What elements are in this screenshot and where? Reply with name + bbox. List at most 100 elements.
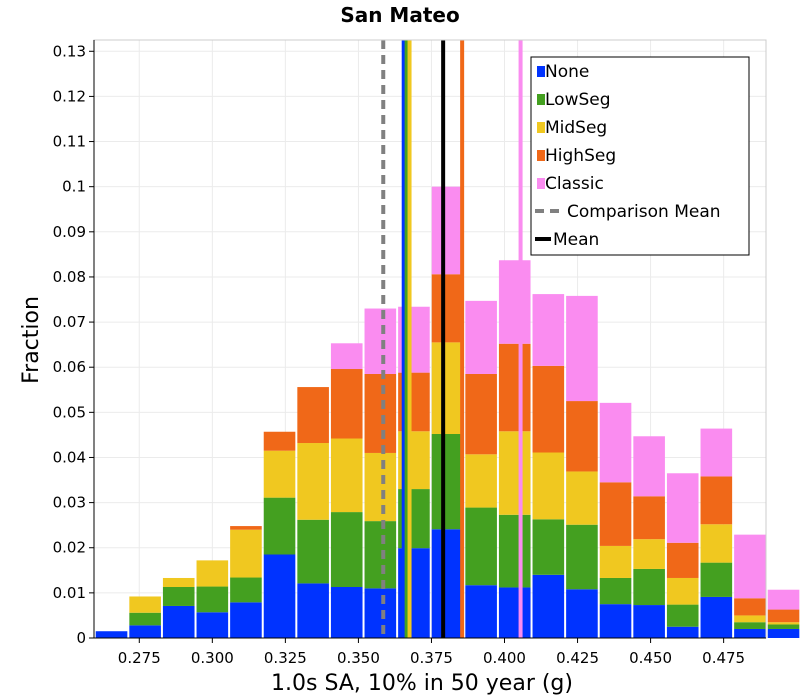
x-tick-label: 0.450 — [629, 649, 672, 667]
bar-classic — [599, 402, 632, 483]
bar-lowseg — [566, 524, 598, 590]
legend-swatch-none — [537, 66, 545, 77]
mean-lines — [381, 40, 523, 638]
x-tick-label: 0.300 — [191, 649, 234, 667]
bar-midseg — [230, 529, 262, 578]
bar-midseg — [465, 454, 497, 508]
bar-highseg — [532, 365, 565, 453]
bar-lowseg — [700, 562, 733, 597]
bar-midseg — [599, 545, 632, 578]
y-tick-label: 0.02 — [53, 539, 86, 557]
bar-none — [364, 588, 397, 638]
bar-lowseg — [666, 604, 699, 627]
x-tick-label: 0.375 — [410, 649, 453, 667]
bar-lowseg — [498, 514, 531, 588]
bar-midseg — [566, 471, 598, 525]
bar-lowseg — [465, 507, 497, 586]
y-tick-label: 0.1 — [62, 178, 86, 196]
y-tick-label: 0.12 — [53, 87, 86, 105]
bar-midseg — [330, 438, 363, 513]
bar-lowseg — [599, 577, 632, 605]
bar-lowseg — [364, 521, 397, 589]
bar-highseg — [330, 369, 363, 439]
bar-classic — [364, 308, 397, 374]
y-tick-label: 0.03 — [53, 494, 86, 512]
bar-highseg — [666, 542, 699, 578]
legend-label-lowseg: LowSeg — [545, 90, 611, 110]
bar-highseg — [734, 598, 766, 616]
bar-highseg — [700, 476, 733, 525]
bar-none — [297, 583, 329, 638]
bar-none — [465, 585, 497, 638]
legend: None LowSeg MidSeg HighSeg Classic Comparison… — [530, 56, 750, 256]
y-tick-label: 0.06 — [53, 358, 86, 376]
bar-none — [700, 596, 733, 638]
bar-none — [498, 587, 531, 638]
bar-midseg — [297, 443, 329, 520]
chart-title: San Mateo — [340, 3, 459, 27]
legend-swatch-lowseg — [537, 94, 545, 105]
bar-none — [162, 605, 195, 638]
y-tick-label: 0 — [76, 629, 86, 647]
x-tick-label: 0.400 — [483, 649, 526, 667]
x-axis-title: 1.0s SA, 10% in 50 year (g) — [271, 671, 573, 696]
bar-lowseg — [196, 586, 229, 613]
bar-highseg — [566, 401, 598, 472]
bar-classic — [532, 294, 565, 366]
bar-classic — [767, 589, 800, 610]
legend-label-highseg: HighSeg — [545, 146, 616, 166]
bar-midseg — [364, 452, 397, 522]
bar-highseg — [633, 496, 665, 540]
bar-lowseg — [162, 587, 195, 606]
bar-midseg — [532, 452, 565, 520]
bar-midseg — [633, 539, 665, 569]
legend-label-comparison-mean: Comparison Mean — [567, 202, 721, 222]
bar-midseg — [196, 560, 229, 587]
bar-midseg — [700, 524, 733, 563]
bar-highseg — [465, 373, 497, 455]
bar-lowseg — [263, 497, 296, 555]
bar-lowseg — [431, 434, 464, 530]
bar-none — [666, 626, 699, 638]
bar-classic — [431, 186, 464, 275]
bar-none — [263, 554, 296, 638]
bar-none — [566, 589, 598, 638]
y-tick-label: 0.11 — [53, 133, 86, 151]
legend-box — [530, 56, 750, 256]
x-tick-label: 0.325 — [264, 649, 307, 667]
bar-lowseg — [767, 624, 800, 629]
bar-none — [95, 631, 128, 638]
bar-lowseg — [532, 519, 565, 575]
y-tick-label: 0.01 — [53, 584, 86, 602]
bar-midseg — [666, 577, 699, 605]
bar-lowseg — [633, 568, 665, 606]
bar-highseg — [767, 609, 800, 623]
bar-highseg — [297, 387, 329, 444]
y-tick-label: 0.13 — [53, 42, 86, 60]
bar-lowseg — [330, 512, 363, 588]
bar-midseg — [431, 342, 464, 435]
legend-label-mean: Mean — [553, 230, 599, 250]
bar-midseg — [767, 622, 800, 625]
bar-highseg — [230, 526, 262, 530]
bar-classic — [498, 260, 531, 344]
bar-none — [599, 604, 632, 638]
bar-classic — [700, 428, 733, 477]
y-tick-label: 0.04 — [53, 448, 86, 466]
legend-label-classic: Classic — [545, 174, 604, 194]
bar-lowseg — [129, 612, 161, 626]
bar-lowseg — [297, 519, 329, 584]
bar-classic — [666, 473, 699, 543]
bar-highseg — [263, 431, 296, 451]
legend-swatch-classic — [537, 178, 545, 189]
bar-midseg — [263, 450, 296, 498]
bar-none — [633, 605, 665, 638]
bar-none — [431, 529, 464, 638]
x-tick-label: 0.350 — [337, 649, 380, 667]
bar-midseg — [498, 431, 531, 515]
bar-lowseg — [734, 622, 766, 629]
y-tick-label: 0.07 — [53, 313, 86, 331]
x-tick-label: 0.275 — [118, 649, 161, 667]
bar-none — [330, 587, 363, 638]
